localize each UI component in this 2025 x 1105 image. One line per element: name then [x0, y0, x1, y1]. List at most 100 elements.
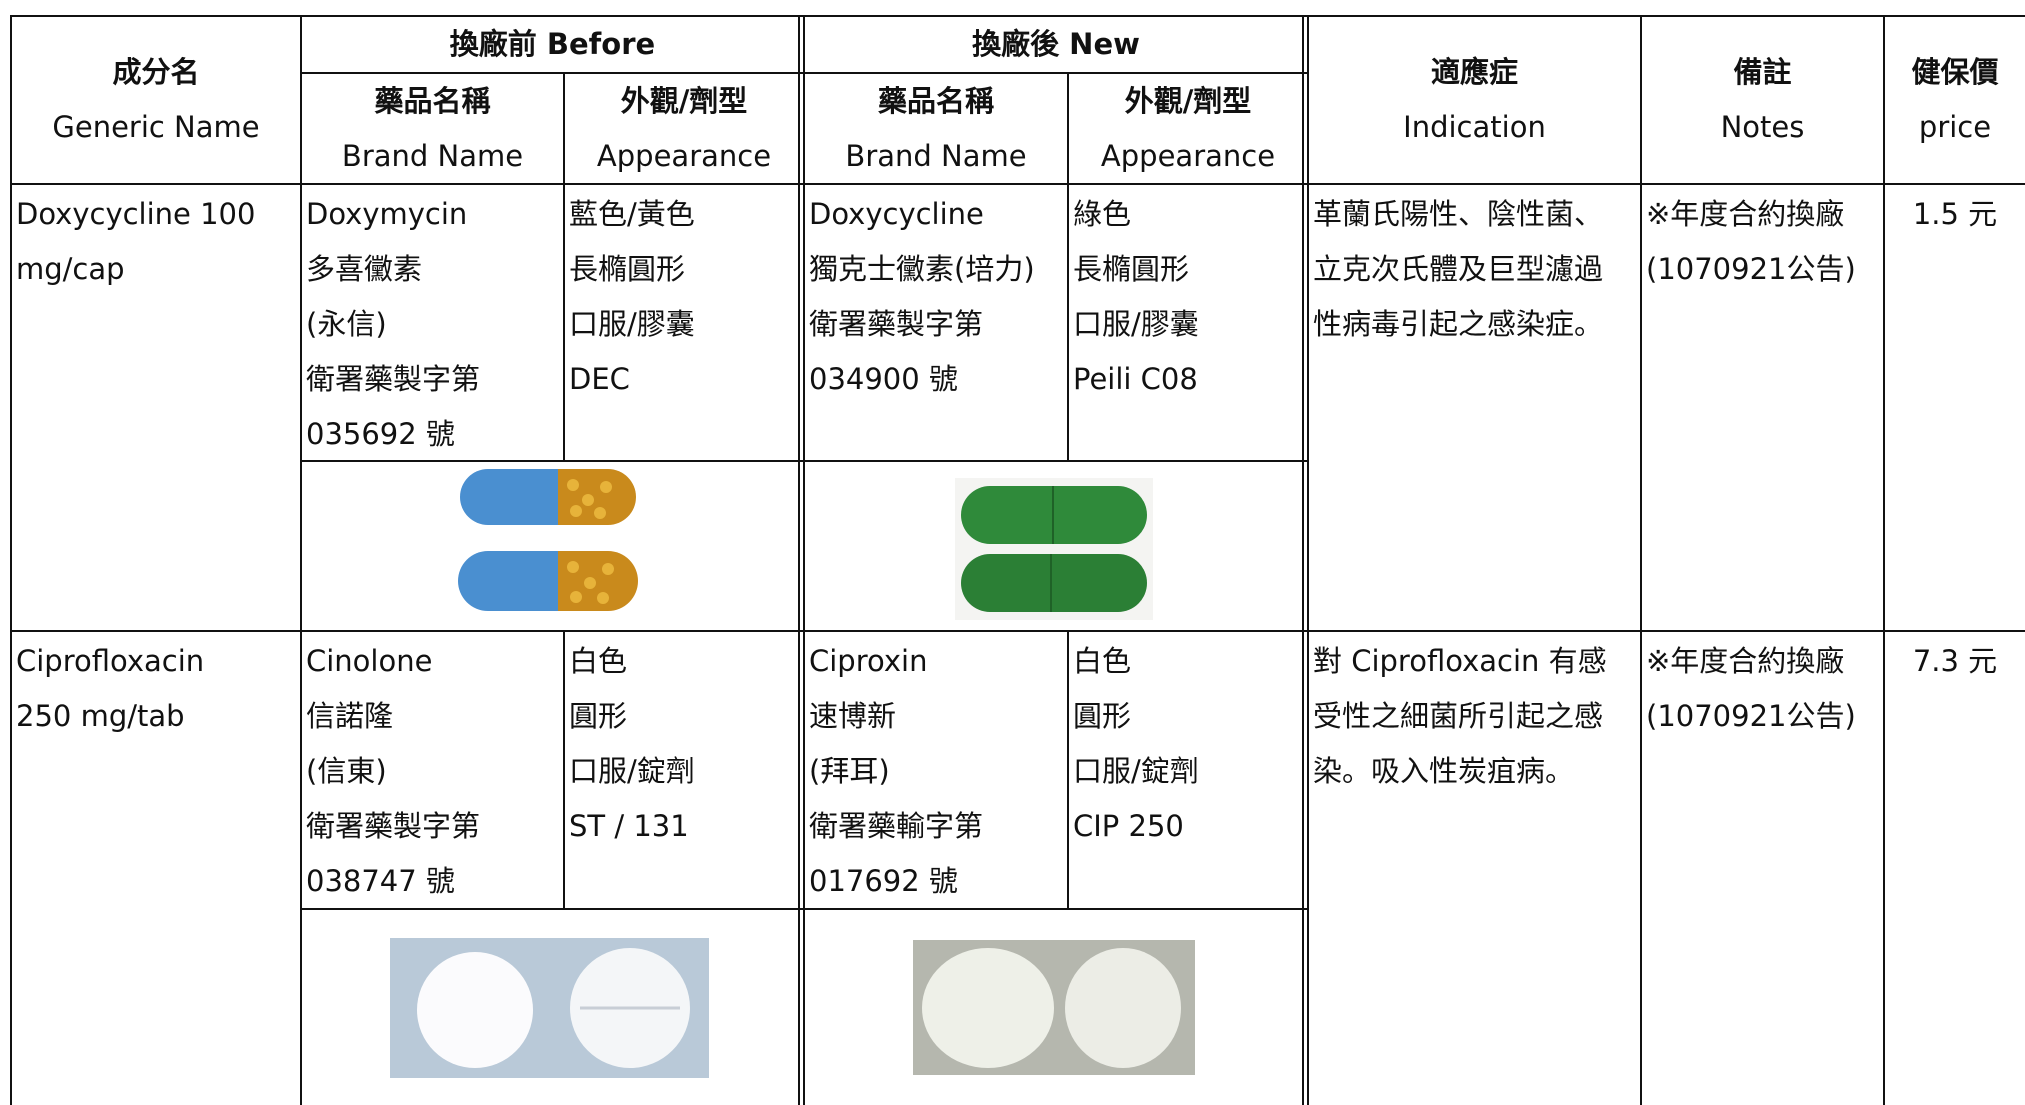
brand-cell: Cinolone 信諾隆 (信東) 衛署藥製字第 038747 號 [300, 630, 565, 910]
cell-text: 038747 號 [306, 864, 455, 898]
cell-text: 外觀/劑型 [620, 83, 748, 118]
cell-text: Notes [1720, 110, 1805, 144]
header-cell: 換廠後 New [803, 15, 1309, 74]
pill-photo [913, 940, 1195, 1075]
cell-text: Generic Name [52, 110, 260, 144]
cell-text: Ciprofloxacin [16, 644, 205, 678]
double-rule [1302, 15, 1304, 1105]
cell-text: 適應症 [1430, 55, 1518, 89]
cell-text: Indication [1403, 110, 1546, 144]
cell-text: (永信) [306, 307, 387, 341]
price-cell: 7.3 元 [1883, 630, 2025, 1105]
header-cell: 健保價 price [1883, 15, 2025, 185]
cell-text: 圓形 [1073, 699, 1132, 733]
cell-text: 衛署藥製字第 [306, 362, 481, 396]
cell-text: 染。吸入性炭疽病。 [1313, 754, 1575, 788]
cell-text: Doxymycin [306, 197, 468, 231]
cell-text: (1070921公告) [1646, 252, 1856, 286]
brand-cell: Doxymycin 多喜黴素 (永信) 衛署藥製字第 035692 號 [300, 183, 565, 462]
cell-text: Cinolone [306, 644, 433, 678]
cell-text: 藥品名稱 [877, 83, 994, 118]
cell-text: 立克次氏體及巨型濾過 [1313, 252, 1604, 286]
indication-cell: 革蘭氏陽性、陰性菌、 立克次氏體及巨型濾過 性病毒引起之感染症。 [1307, 183, 1642, 632]
cell-text: Appearance [596, 138, 772, 173]
appearance-cell: 綠色 長橢圓形 口服/膠囊 Peili C08 [1067, 183, 1309, 462]
cell-text: 性病毒引起之感染症。 [1313, 307, 1604, 341]
cell-text: (1070921公告) [1646, 699, 1856, 733]
pill-photo [955, 478, 1153, 620]
cell-text: 藍色/黃色 [569, 197, 695, 231]
cell-text: 口服/錠劑 [569, 754, 695, 788]
cell-text: 獨克士黴素(培力) [809, 252, 1035, 286]
header-cell: 適應症 Indication [1307, 15, 1642, 185]
cell-text: 換廠前 Before [449, 27, 656, 61]
cell-text: 250 mg/tab [16, 699, 185, 733]
header-cell: 藥品名稱 Brand Name [803, 72, 1069, 185]
cell-text: 口服/膠囊 [569, 307, 695, 341]
cell-text: 034900 號 [809, 362, 958, 396]
cell-text: price [1918, 110, 1992, 144]
cell-text: 速博新 [809, 699, 897, 733]
cell-text: Ciproxin [809, 644, 928, 678]
cell-text: 035692 號 [306, 417, 455, 451]
cell-text: 衛署藥製字第 [809, 307, 984, 341]
cell-text: 1.5 元 [1912, 197, 1998, 231]
cell-text: 外觀/劑型 [1124, 83, 1252, 118]
cell-text: Doxycycline [809, 197, 984, 231]
cell-text: 白色 [1073, 644, 1132, 678]
header-cell: 成分名 Generic Name [10, 15, 302, 185]
notes-cell: ※年度合約換廠 (1070921公告) [1640, 183, 1885, 632]
cell-text: 成分名 [112, 55, 200, 89]
header-cell: 藥品名稱 Brand Name [300, 72, 565, 185]
cell-text: 7.3 元 [1912, 644, 1998, 678]
cell-text: (信東) [306, 754, 387, 788]
cell-text: 對 Ciprofloxacin 有感 [1313, 644, 1607, 678]
cell-text: 備註 [1733, 55, 1792, 89]
header-cell: 外觀/劑型 Appearance [1067, 72, 1309, 185]
appearance-cell: 白色圓形口服/錠劑 ST / 131 [563, 630, 805, 910]
cell-text: Peili C08 [1073, 362, 1198, 396]
generic-cell: Doxycycline 100 mg/cap [10, 183, 302, 632]
cell-text: DEC [569, 362, 630, 396]
cell-text: 白色 [569, 644, 628, 678]
cell-text: Brand Name [845, 138, 1027, 173]
header-cell: 備註 Notes [1640, 15, 1885, 185]
cell-text: CIP 250 [1073, 809, 1184, 843]
cell-text: Appearance [1100, 138, 1276, 173]
cell-text: 受性之細菌所引起之感 [1313, 699, 1604, 733]
cell-text: ※年度合約換廠 [1646, 644, 1845, 678]
cell-text: mg/cap [16, 252, 125, 286]
cell-text: 口服/膠囊 [1073, 307, 1199, 341]
cell-text: 口服/錠劑 [1073, 754, 1199, 788]
cell-text: 衛署藥輸字第 [809, 809, 984, 843]
cell-text: (拜耳) [809, 754, 890, 788]
appearance-cell: 白色圓形口服/錠劑 CIP 250 [1067, 630, 1309, 910]
pill-photo [390, 938, 709, 1078]
header-cell: 外觀/劑型 Appearance [563, 72, 805, 185]
cell-text: 多喜黴素 [306, 252, 423, 286]
double-rule [798, 15, 800, 1105]
cell-text: 藥品名稱 [374, 83, 491, 118]
cell-text: 信諾隆 [306, 699, 394, 733]
cell-text: Doxycycline 100 [16, 197, 256, 231]
header-cell: 換廠前 Before [300, 15, 805, 74]
cell-text: 健保價 [1911, 55, 1999, 89]
cell-text: Brand Name [341, 138, 524, 173]
notes-cell: ※年度合約換廠 (1070921公告) [1640, 630, 1885, 1105]
cell-text: 換廠後 New [972, 27, 1140, 61]
cell-text: ST / 131 [569, 809, 689, 843]
cell-text: ※年度合約換廠 [1646, 197, 1845, 231]
cell-text: 長橢圓形 [569, 252, 686, 286]
cell-text: 圓形 [569, 699, 628, 733]
brand-cell: Ciproxin 速博新 (拜耳) 衛署藥輸字第 017692 號 [803, 630, 1069, 910]
appearance-cell: 藍色/黃色長橢圓形口服/膠囊 DEC [563, 183, 805, 462]
cell-text: 衛署藥製字第 [306, 809, 481, 843]
cell-text: 革蘭氏陽性、陰性菌、 [1313, 197, 1604, 231]
indication-cell: 對 Ciprofloxacin 有感 受性之細菌所引起之感 染。吸入性炭疽病。 [1307, 630, 1642, 1105]
cell-text: 長橢圓形 [1073, 252, 1190, 286]
price-cell: 1.5 元 [1883, 183, 2025, 632]
cell-text: 017692 號 [809, 864, 958, 898]
generic-cell: Ciprofloxacin 250 mg/tab [10, 630, 302, 1105]
pill-photo [458, 469, 638, 611]
